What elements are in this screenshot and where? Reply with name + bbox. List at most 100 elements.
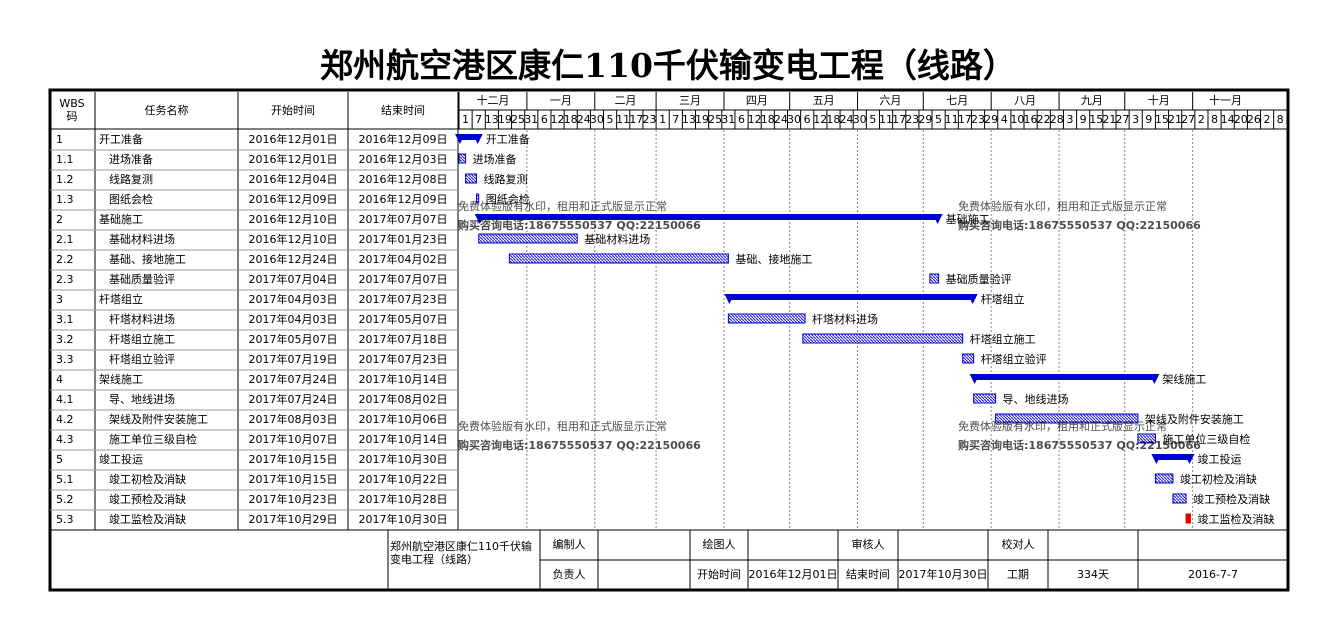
task-bar bbox=[1172, 493, 1187, 504]
day-tick-label: 23 bbox=[905, 113, 919, 126]
wbs: 2.2 bbox=[56, 253, 74, 266]
task-name: 导、地线进场 bbox=[109, 392, 175, 406]
day-tick-label: 3 bbox=[1132, 113, 1139, 126]
wbs: 3.1 bbox=[56, 313, 74, 326]
start-date: 2016年12月04日 bbox=[249, 172, 338, 186]
wbs: 1.3 bbox=[56, 193, 74, 206]
wbs: 5.1 bbox=[56, 473, 74, 486]
wbs: 3.2 bbox=[56, 333, 74, 346]
footer-project-box: 郑州航空港区康仁110千伏输变电工程（线路） bbox=[390, 540, 532, 566]
task-name: 架线施工 bbox=[99, 372, 143, 386]
summary-cap bbox=[474, 214, 485, 224]
month-label: 二月 bbox=[614, 94, 636, 107]
end-date: 2017年04月02日 bbox=[359, 252, 448, 266]
task-bar bbox=[802, 333, 964, 344]
task-bar bbox=[1137, 433, 1156, 444]
month-label: 九月 bbox=[1081, 94, 1103, 107]
end-date: 2017年08月02日 bbox=[359, 392, 448, 406]
day-tick-label: 17 bbox=[892, 113, 906, 126]
watermark: 免费体验版有水印，租用和正式版显示正常 bbox=[458, 419, 667, 433]
task-name: 开工准备 bbox=[99, 132, 143, 146]
bar-label: 杆塔组立验评 bbox=[981, 352, 1047, 366]
wbs: 2 bbox=[56, 213, 63, 226]
start-date: 2017年10月15日 bbox=[249, 472, 338, 486]
day-tick-label: 30 bbox=[590, 113, 604, 126]
day-tick-label: 20 bbox=[1234, 113, 1248, 126]
bar-label: 杆塔组立 bbox=[981, 292, 1025, 306]
start-date: 2016年12月01日 bbox=[249, 132, 338, 146]
bar-label: 基础质量验评 bbox=[946, 272, 1012, 286]
watermark: 免费体验版有水印，租用和正式版显示正常 bbox=[458, 199, 667, 213]
summary-bar bbox=[1155, 454, 1191, 460]
wbs: 1.1 bbox=[56, 153, 74, 166]
end-date: 2016年12月09日 bbox=[359, 192, 448, 206]
header-start: 开始时间 bbox=[271, 103, 315, 117]
watermark: 购买咨询电话:18675550537 QQ:22150066 bbox=[458, 438, 701, 452]
day-tick-label: 19 bbox=[695, 113, 709, 126]
summary-cap bbox=[455, 134, 465, 144]
day-tick-label: 23 bbox=[971, 113, 985, 126]
day-tick-label: 18 bbox=[826, 113, 840, 126]
summary-cap bbox=[967, 294, 978, 304]
day-tick-label: 15 bbox=[1155, 113, 1169, 126]
task-bar bbox=[476, 193, 480, 204]
task-name: 基础材料进场 bbox=[109, 232, 175, 246]
bar-label: 竣工预检及消缺 bbox=[1193, 492, 1270, 506]
bar-label: 基础、接地施工 bbox=[735, 253, 812, 266]
task-bar bbox=[727, 313, 806, 324]
day-tick-label: 1 bbox=[659, 113, 666, 126]
wbs: 1 bbox=[56, 133, 63, 146]
summary-cap bbox=[1184, 454, 1195, 464]
day-tick-label: 16 bbox=[1024, 113, 1038, 126]
day-tick-label: 2 bbox=[1198, 113, 1205, 126]
month-label: 三月 bbox=[679, 94, 701, 107]
summary-bar bbox=[973, 374, 1156, 380]
day-tick-label: 13 bbox=[485, 113, 499, 126]
start-date: 2017年05月07日 bbox=[249, 332, 338, 346]
wbs: 4.2 bbox=[56, 413, 74, 426]
day-tick-label: 6 bbox=[804, 113, 811, 126]
task-bar bbox=[465, 173, 478, 184]
start-date: 2016年12月09日 bbox=[249, 192, 338, 206]
day-tick-label: 24 bbox=[577, 113, 591, 126]
day-tick-label: 30 bbox=[787, 113, 801, 126]
summary-cap bbox=[969, 374, 980, 384]
day-tick-label: 14 bbox=[1221, 113, 1235, 126]
footer-reviewed-by: 审核人 bbox=[852, 537, 885, 551]
day-tick-label: 24 bbox=[840, 113, 854, 126]
day-tick-label: 21 bbox=[1168, 113, 1182, 126]
summary-bar bbox=[459, 134, 479, 140]
footer-responsible: 负责人 bbox=[553, 567, 586, 581]
footer-end: 2017年10月30日 bbox=[899, 567, 988, 581]
day-tick-label: 26 bbox=[1247, 113, 1261, 126]
start-date: 2016年12月24日 bbox=[249, 252, 338, 266]
day-tick-label: 9 bbox=[1145, 113, 1152, 126]
bar-label: 施工单位三级自检 bbox=[1162, 432, 1250, 446]
bar-label: 图纸会检 bbox=[486, 192, 530, 206]
day-tick-label: 27 bbox=[1116, 113, 1130, 126]
task-name: 基础质量验评 bbox=[109, 272, 175, 286]
task-name: 架线及附件安装施工 bbox=[109, 412, 208, 426]
title: 郑州航空港区康仁110千伏输变电工程（线路） bbox=[320, 46, 1016, 85]
day-tick-label: 27 bbox=[1181, 113, 1195, 126]
end-date: 2017年07月23日 bbox=[359, 352, 448, 366]
day-tick-label: 3 bbox=[1066, 113, 1073, 126]
wbs: 2.1 bbox=[56, 233, 74, 246]
month-label: 八月 bbox=[1014, 94, 1036, 107]
start-date: 2017年07月24日 bbox=[249, 392, 338, 406]
start-date: 2016年12月10日 bbox=[249, 232, 338, 246]
wbs: 4.1 bbox=[56, 393, 74, 406]
footer-drawn-by: 绘图人 bbox=[703, 537, 736, 551]
day-tick-label: 24 bbox=[774, 113, 788, 126]
wbs: 2.3 bbox=[56, 273, 74, 286]
day-tick-label: 25 bbox=[708, 113, 722, 126]
end-date: 2017年07月07日 bbox=[359, 212, 448, 226]
day-tick-label: 10 bbox=[1010, 113, 1024, 126]
summary-bar bbox=[728, 294, 974, 300]
start-date: 2017年04月03日 bbox=[249, 312, 338, 326]
start-date: 2016年12月01日 bbox=[249, 152, 338, 166]
footer-project: 郑州航空港区康仁110千伏输变电工程（线路） bbox=[390, 540, 532, 566]
task-name: 基础、接地施工 bbox=[109, 253, 186, 266]
task-bar bbox=[1154, 473, 1174, 484]
